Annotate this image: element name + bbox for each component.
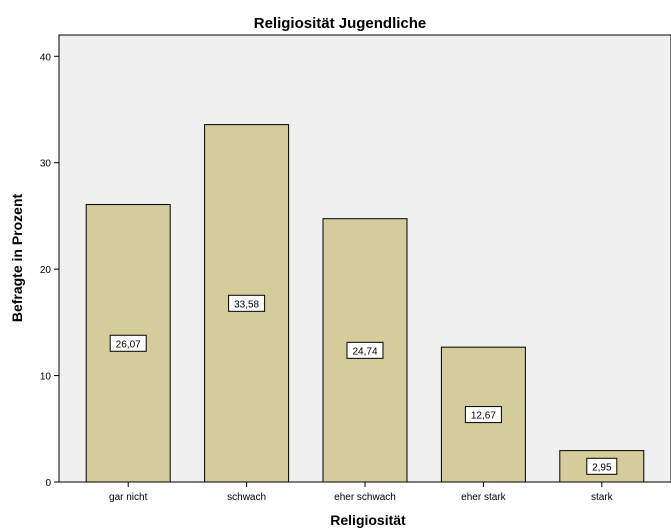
y-axis-title: Befragte in Prozent: [9, 193, 25, 322]
data-label-box: [228, 294, 266, 312]
y-tick-label: 40: [40, 52, 52, 63]
y-axis: 0 10 20 30 40: [40, 52, 59, 489]
x-tick-label: gar nicht: [109, 492, 148, 503]
data-label-box: [346, 341, 384, 359]
y-tick-label: 10: [40, 372, 52, 383]
x-tick-label: schwach: [227, 492, 266, 503]
x-axis-title: Religiosität: [330, 512, 406, 528]
data-label: 26,07: [116, 339, 141, 350]
y-tick-label: 0: [45, 478, 51, 489]
data-label-box: [464, 406, 502, 424]
x-tick-label: eher schwach: [334, 492, 396, 503]
x-tick-label: eher stark: [461, 492, 506, 503]
data-label: 2,95: [592, 462, 612, 473]
chart-title: Religiosität Jugendliche: [254, 15, 427, 32]
y-tick-label: 20: [40, 265, 52, 276]
y-tick-label: 30: [40, 159, 52, 170]
bar-gar-nicht: [85, 204, 171, 483]
data-label-box: [586, 457, 618, 475]
bars: 26,07 33,58 24,74 12,67 2,95: [85, 124, 645, 483]
data-label-box: [109, 334, 147, 352]
x-tick-label: stark: [591, 492, 614, 503]
data-label: 24,74: [352, 346, 377, 357]
data-label: 33,58: [234, 299, 259, 310]
x-axis: gar nicht schwach eher schwach eher stark st…: [109, 482, 614, 503]
data-label: 12,67: [471, 411, 496, 422]
